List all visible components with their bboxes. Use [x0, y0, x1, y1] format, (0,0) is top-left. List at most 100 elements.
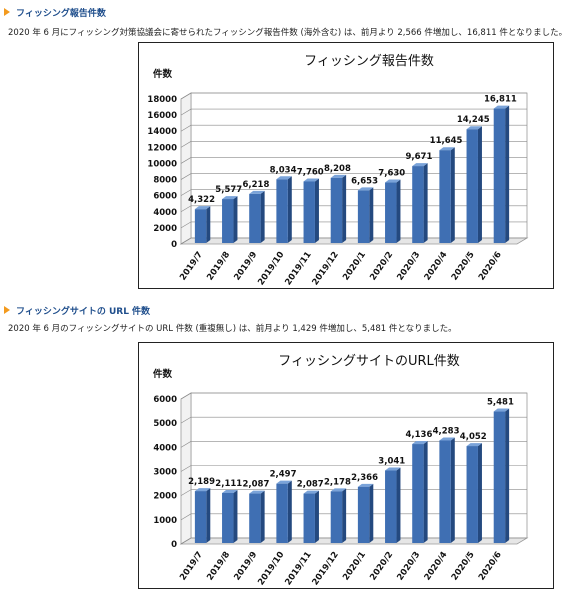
- bar: [194, 491, 207, 543]
- bar: [330, 177, 343, 243]
- x-tick-label: 2020/4: [423, 250, 450, 283]
- chart-title: フィッシングサイトのURL件数: [278, 354, 460, 369]
- gridline: [180, 157, 527, 164]
- y-tick-label: 8000: [153, 176, 177, 186]
- arrow-icon: [4, 8, 10, 16]
- bar: [276, 483, 288, 543]
- bar-side: [450, 437, 455, 543]
- data-label: 4,052: [460, 432, 487, 442]
- bar: [222, 199, 234, 243]
- bar: [357, 486, 370, 543]
- bar-top: [222, 196, 238, 200]
- y-tick-label: 4000: [153, 208, 177, 218]
- bar: [222, 492, 234, 543]
- bar-top: [330, 488, 347, 492]
- gridline: [180, 124, 527, 132]
- data-label: 2,111: [215, 479, 242, 489]
- gridline: [180, 416, 527, 424]
- data-label: 4,283: [433, 426, 460, 436]
- y-tick-label: 0: [171, 240, 177, 250]
- section-description-reports: 2020 年 6 月にフィッシング対策協議会に寄せられたフィッシング報告件数 (…: [8, 28, 563, 38]
- bar: [466, 129, 478, 243]
- bar-top: [276, 176, 292, 180]
- gridline: [180, 92, 527, 100]
- bar: [249, 493, 261, 543]
- data-label: 5,577: [215, 185, 242, 195]
- bar-side: [233, 489, 238, 543]
- bar: [330, 491, 343, 543]
- gridline: [180, 392, 527, 400]
- bar-top: [303, 490, 319, 494]
- section-heading-reports: フィッシング報告件数: [4, 4, 106, 20]
- bar-top: [493, 408, 510, 412]
- bar-side: [287, 176, 292, 243]
- gridline: [180, 108, 527, 116]
- bar-top: [276, 480, 292, 484]
- y-tick-label: 18000: [147, 95, 177, 105]
- y-tick-label: 6000: [153, 395, 177, 405]
- y-axis-label: 件数: [153, 368, 173, 380]
- x-tick-label: 2020/5: [450, 250, 477, 283]
- x-tick-label: 2019/7: [178, 550, 205, 583]
- section-heading-urls-label: フィッシングサイトの URL 件数: [16, 306, 151, 317]
- bar-side: [450, 147, 455, 243]
- bar-side: [342, 174, 347, 243]
- data-label: 6,218: [242, 180, 269, 190]
- y-axis-label: 件数: [153, 68, 173, 80]
- bar-side: [342, 488, 347, 543]
- bar-side: [314, 178, 319, 243]
- bar-top: [412, 441, 428, 445]
- data-label: 2,366: [351, 473, 378, 483]
- section-heading-reports-label: フィッシング報告件数: [16, 8, 106, 19]
- bar-top: [249, 490, 265, 494]
- bar-side: [206, 206, 211, 243]
- bar-top: [439, 437, 455, 441]
- bar: [303, 493, 315, 543]
- y-tick-label: 16000: [147, 111, 177, 121]
- x-tick-label: 2019/8: [205, 550, 232, 583]
- y-tick-label: 4000: [153, 443, 177, 453]
- x-tick-label: 2020/3: [395, 250, 422, 283]
- reports-chart: フィッシング報告件数 件数 0 2000 4000 6000 8000 10000 12000 1…: [138, 42, 554, 289]
- x-tick-label: 2019/12: [311, 250, 341, 287]
- bar: [385, 470, 397, 543]
- y-tick-label: 2000: [153, 224, 177, 234]
- gridline: [180, 141, 527, 148]
- bar-top: [466, 126, 482, 130]
- data-label: 2,087: [242, 480, 269, 490]
- arrow-icon: [4, 306, 10, 314]
- data-label: 11,645: [430, 136, 463, 146]
- y-tick-label: 6000: [153, 192, 177, 202]
- bar-top: [466, 443, 482, 447]
- bar-top: [249, 190, 265, 194]
- x-tick-label: 2020/2: [368, 250, 395, 283]
- bar-side: [423, 441, 428, 543]
- data-label: 2,087: [297, 480, 324, 490]
- bar-side: [314, 490, 319, 543]
- bar: [249, 193, 261, 243]
- y-tick-label: 14000: [147, 127, 177, 137]
- x-tick-label: 2020/5: [450, 550, 477, 583]
- data-label: 16,811: [484, 95, 517, 105]
- y-tick-label: 1000: [153, 516, 177, 526]
- bar-side: [369, 483, 374, 543]
- data-label: 2,189: [188, 477, 215, 487]
- data-label: 4,322: [188, 195, 215, 205]
- data-label: 6,653: [351, 176, 378, 186]
- bar-side: [396, 467, 401, 543]
- x-tick-label: 2020/3: [395, 550, 422, 583]
- bar-top: [385, 467, 401, 471]
- bar: [439, 440, 451, 543]
- gridline: [180, 441, 527, 448]
- data-label: 3,041: [378, 457, 405, 467]
- data-label: 14,245: [457, 115, 490, 125]
- section-description-urls: 2020 年 6 月のフィッシングサイトの URL 件数 (重複無し) は、前月…: [8, 324, 457, 334]
- urls-chart: フィッシングサイトのURL件数 件数 0 1000 2000 3000 4000 5000 60…: [138, 342, 554, 589]
- y-tick-label: 2000: [153, 492, 177, 502]
- x-tick-label: 2019/9: [232, 250, 259, 283]
- data-label: 2,178: [324, 477, 351, 487]
- data-label: 2,497: [270, 470, 297, 480]
- bar: [385, 182, 397, 243]
- bar-side: [477, 443, 482, 543]
- bar: [466, 446, 478, 543]
